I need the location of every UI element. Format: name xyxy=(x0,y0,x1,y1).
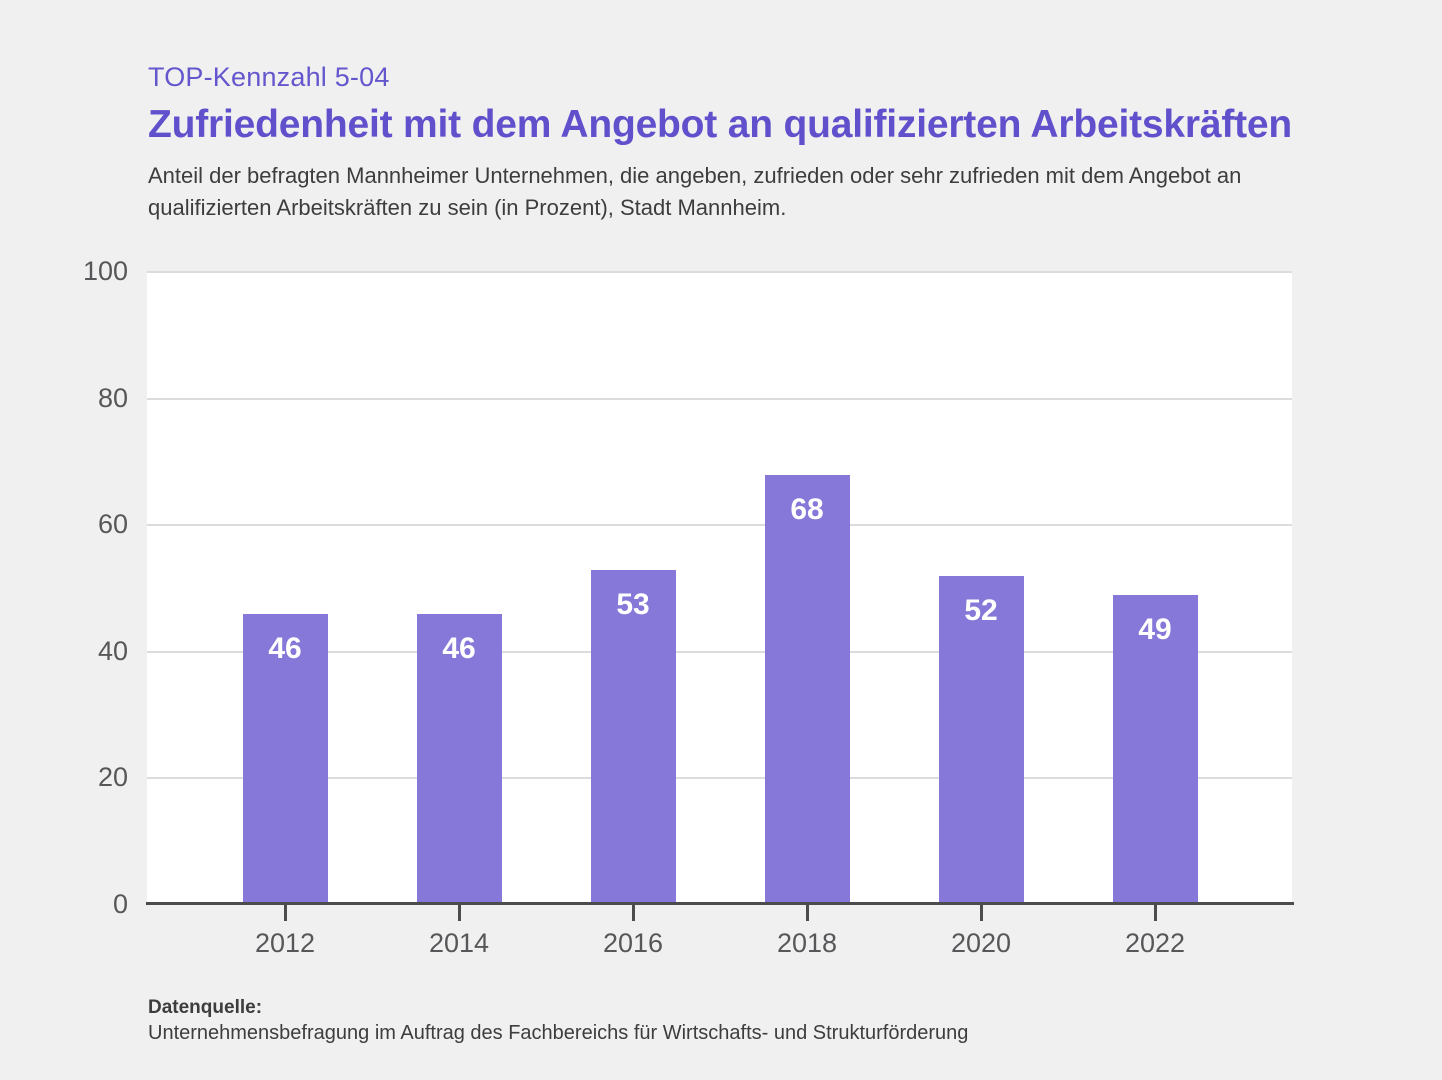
gridline-80 xyxy=(147,397,1292,400)
gridline-100 xyxy=(147,271,1292,273)
source-text: Unternehmensbefragung im Auftrag des Fac… xyxy=(148,1022,969,1044)
bar-value-2022: 49 xyxy=(1138,612,1172,646)
x-tick-2016 xyxy=(632,905,635,921)
bar-2020: 52 xyxy=(938,575,1024,905)
source-label: Datenquelle: xyxy=(148,997,263,1018)
y-tick-label-60: 60 xyxy=(97,509,128,540)
gridline-40 xyxy=(147,650,1292,653)
bar-2014: 46 xyxy=(416,613,502,905)
x-tick-2022 xyxy=(1154,905,1157,921)
kicker: TOP-Kennzahl 5-04 xyxy=(148,62,390,92)
bar-2016: 53 xyxy=(590,569,676,905)
x-tick-label-2014: 2014 xyxy=(428,928,490,958)
y-tick-label-80: 80 xyxy=(97,382,128,413)
x-tick-label-2012: 2012 xyxy=(254,928,316,958)
x-axis-line xyxy=(146,902,1294,905)
source-note: Datenquelle: Unternehmensbefragung im Au… xyxy=(148,997,968,1045)
bar-2012: 46 xyxy=(242,613,328,905)
y-tick-label-20: 20 xyxy=(97,762,128,793)
x-tick-label-2016: 2016 xyxy=(602,928,664,958)
y-tick-label-40: 40 xyxy=(97,635,128,666)
plot-area: 46 46 53 68 52 49 xyxy=(147,271,1292,905)
gridline-20 xyxy=(147,777,1292,780)
page-title: Zufriedenheit mit dem Angebot an qualifi… xyxy=(148,103,1293,146)
bar-value-2012: 46 xyxy=(268,631,302,665)
x-tick-label-2020: 2020 xyxy=(950,928,1012,958)
bar-2018: 68 xyxy=(764,474,850,905)
bar-value-2016: 53 xyxy=(616,587,650,621)
bar-value-2014: 46 xyxy=(442,631,476,665)
x-tick-2014 xyxy=(458,905,461,921)
y-tick-label-100: 100 xyxy=(82,256,128,286)
subtitle: Anteil der befragten Mannheimer Unterneh… xyxy=(148,163,1242,220)
gridline-60 xyxy=(147,524,1292,527)
x-tick-2018 xyxy=(806,905,809,921)
y-tick-label-0: 0 xyxy=(112,889,128,919)
bar-value-2020: 52 xyxy=(964,593,998,627)
x-tick-2012 xyxy=(284,905,287,921)
bar-value-2018: 68 xyxy=(790,492,824,526)
x-tick-2020 xyxy=(980,905,983,921)
bar-2022: 49 xyxy=(1112,594,1198,905)
x-tick-label-2018: 2018 xyxy=(776,928,838,958)
x-tick-label-2022: 2022 xyxy=(1124,928,1186,958)
